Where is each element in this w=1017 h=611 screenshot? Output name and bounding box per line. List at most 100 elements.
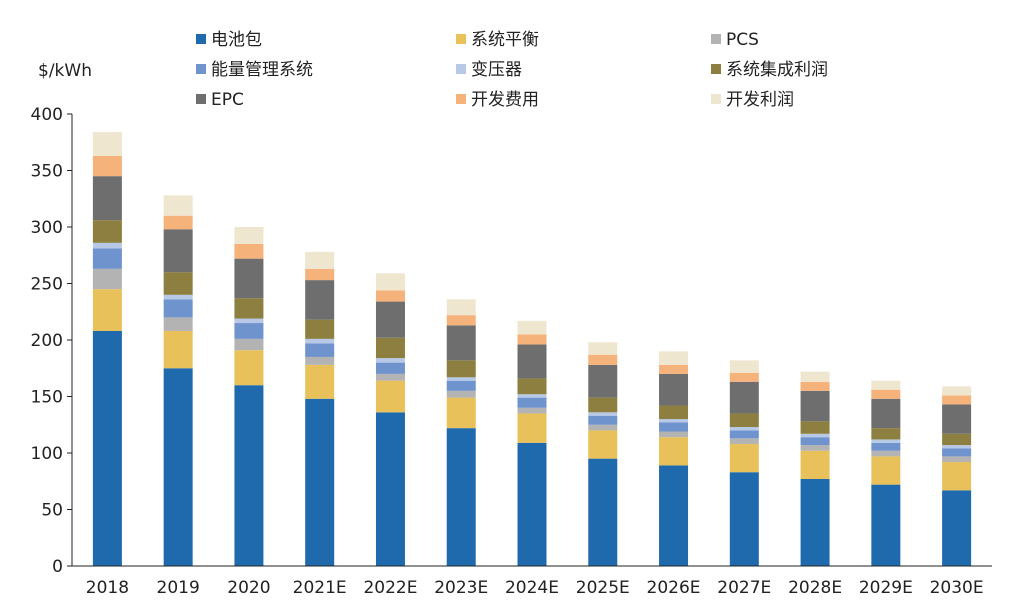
bar-segment bbox=[800, 421, 830, 434]
x-tick-label: 2022E bbox=[363, 578, 417, 598]
bar-segment bbox=[871, 450, 901, 457]
bar-segment bbox=[163, 294, 193, 300]
bar-segment bbox=[729, 360, 759, 373]
x-axis: 2018 2019 2020 2021E 2022E 2023E 2024E 2025E 202… bbox=[72, 565, 992, 598]
bar-segment bbox=[305, 319, 335, 339]
x-tick-label: 2027E bbox=[717, 578, 771, 598]
legend-label: 开发利润 bbox=[726, 90, 794, 110]
bar-segment bbox=[305, 338, 335, 344]
bar-segment bbox=[588, 342, 618, 355]
bar-stack bbox=[163, 195, 193, 566]
bar-segment bbox=[871, 389, 901, 399]
bar-segment bbox=[446, 397, 476, 429]
bar-segment bbox=[942, 456, 972, 463]
bar-segment bbox=[871, 456, 901, 485]
bar-segment bbox=[375, 290, 405, 302]
bar-segment bbox=[234, 243, 264, 259]
x-tick-label: 2025E bbox=[576, 578, 630, 598]
legend-item: 开发利润 bbox=[711, 90, 794, 110]
bar-segment bbox=[92, 242, 122, 249]
legend-item: 变压器 bbox=[456, 60, 522, 80]
y-axis-unit-label: $/kWh bbox=[38, 61, 92, 81]
legend-swatch bbox=[196, 64, 206, 74]
legend-label: 系统集成利润 bbox=[726, 60, 828, 80]
bar-segment bbox=[517, 407, 547, 414]
bar-segment bbox=[305, 364, 335, 399]
bar-segment bbox=[163, 368, 193, 566]
bar-segment bbox=[942, 445, 972, 449]
bar-segment bbox=[659, 364, 689, 374]
bar-segment bbox=[517, 397, 547, 408]
bar-stack bbox=[588, 342, 618, 566]
legend-item: 开发费用 bbox=[456, 90, 539, 110]
bar-segment bbox=[375, 412, 405, 566]
bar-segment bbox=[375, 337, 405, 359]
bar-segment bbox=[588, 397, 618, 413]
bar-segment bbox=[375, 380, 405, 413]
bar-segment bbox=[446, 299, 476, 316]
x-tick-label: 2020 bbox=[227, 578, 270, 598]
bar-segment bbox=[163, 272, 193, 295]
legend-label: 能量管理系统 bbox=[211, 60, 313, 80]
x-tick-label: 2026E bbox=[647, 578, 701, 598]
bar-segment bbox=[588, 415, 618, 425]
y-tick-label: 200 bbox=[31, 331, 63, 351]
bar-segment bbox=[729, 413, 759, 428]
bars-group bbox=[92, 132, 972, 566]
bar-segment bbox=[729, 430, 759, 439]
bar-segment bbox=[871, 380, 901, 390]
bar-segment bbox=[234, 323, 264, 339]
bar-segment bbox=[163, 229, 193, 273]
bar-segment bbox=[871, 428, 901, 440]
bar-segment bbox=[446, 380, 476, 391]
bar-segment bbox=[871, 398, 901, 429]
bar-stack bbox=[729, 360, 759, 566]
legend-item: 电池包 bbox=[196, 30, 262, 50]
bar-segment bbox=[800, 381, 830, 391]
bar-segment bbox=[800, 433, 830, 438]
legend-item: PCS bbox=[711, 30, 759, 50]
y-tick-label: 400 bbox=[31, 105, 63, 125]
legend-swatch bbox=[196, 94, 206, 104]
legend-swatch bbox=[196, 34, 206, 44]
bar-segment bbox=[92, 132, 122, 156]
x-tick-label: 2018 bbox=[86, 578, 129, 598]
bar-segment bbox=[234, 258, 264, 299]
legend-item: 能量管理系统 bbox=[196, 60, 313, 80]
bar-stack bbox=[234, 227, 264, 566]
bar-segment bbox=[800, 445, 830, 451]
bar-segment bbox=[375, 358, 405, 363]
legend-label: EPC bbox=[211, 90, 244, 110]
bar-segment bbox=[92, 220, 122, 243]
bar-segment bbox=[588, 424, 618, 431]
bar-segment bbox=[305, 398, 335, 566]
bar-segment bbox=[517, 413, 547, 443]
x-tick-label: 2019 bbox=[157, 578, 200, 598]
legend-label: PCS bbox=[726, 30, 759, 50]
legend-item: 系统集成利润 bbox=[711, 60, 828, 80]
bar-segment bbox=[659, 419, 689, 423]
bar-segment bbox=[659, 373, 689, 406]
bar-segment bbox=[446, 428, 476, 566]
bar-segment bbox=[305, 280, 335, 320]
bar-segment bbox=[92, 268, 122, 290]
y-tick-label: 350 bbox=[31, 162, 63, 182]
bar-segment bbox=[800, 437, 830, 446]
bar-segment bbox=[588, 364, 618, 398]
bar-segment bbox=[234, 385, 264, 566]
bar-segment bbox=[375, 373, 405, 381]
x-tick-label: 2023E bbox=[434, 578, 488, 598]
bar-segment bbox=[92, 289, 122, 331]
bar-segment bbox=[234, 350, 264, 386]
bar-segment bbox=[942, 404, 972, 434]
bar-stack bbox=[871, 380, 901, 566]
chart-legend: 电池包 系统平衡 PCS 能量管理系统 变压器 系统集成利润 EPC 开发费用 开发利润 bbox=[196, 30, 828, 110]
bar-segment bbox=[729, 443, 759, 473]
bar-segment bbox=[163, 330, 193, 369]
bar-segment bbox=[588, 354, 618, 365]
legend-swatch bbox=[711, 64, 721, 74]
bar-segment bbox=[517, 344, 547, 379]
bar-segment bbox=[729, 438, 759, 444]
bar-segment bbox=[92, 248, 122, 269]
bar-segment bbox=[659, 437, 689, 466]
